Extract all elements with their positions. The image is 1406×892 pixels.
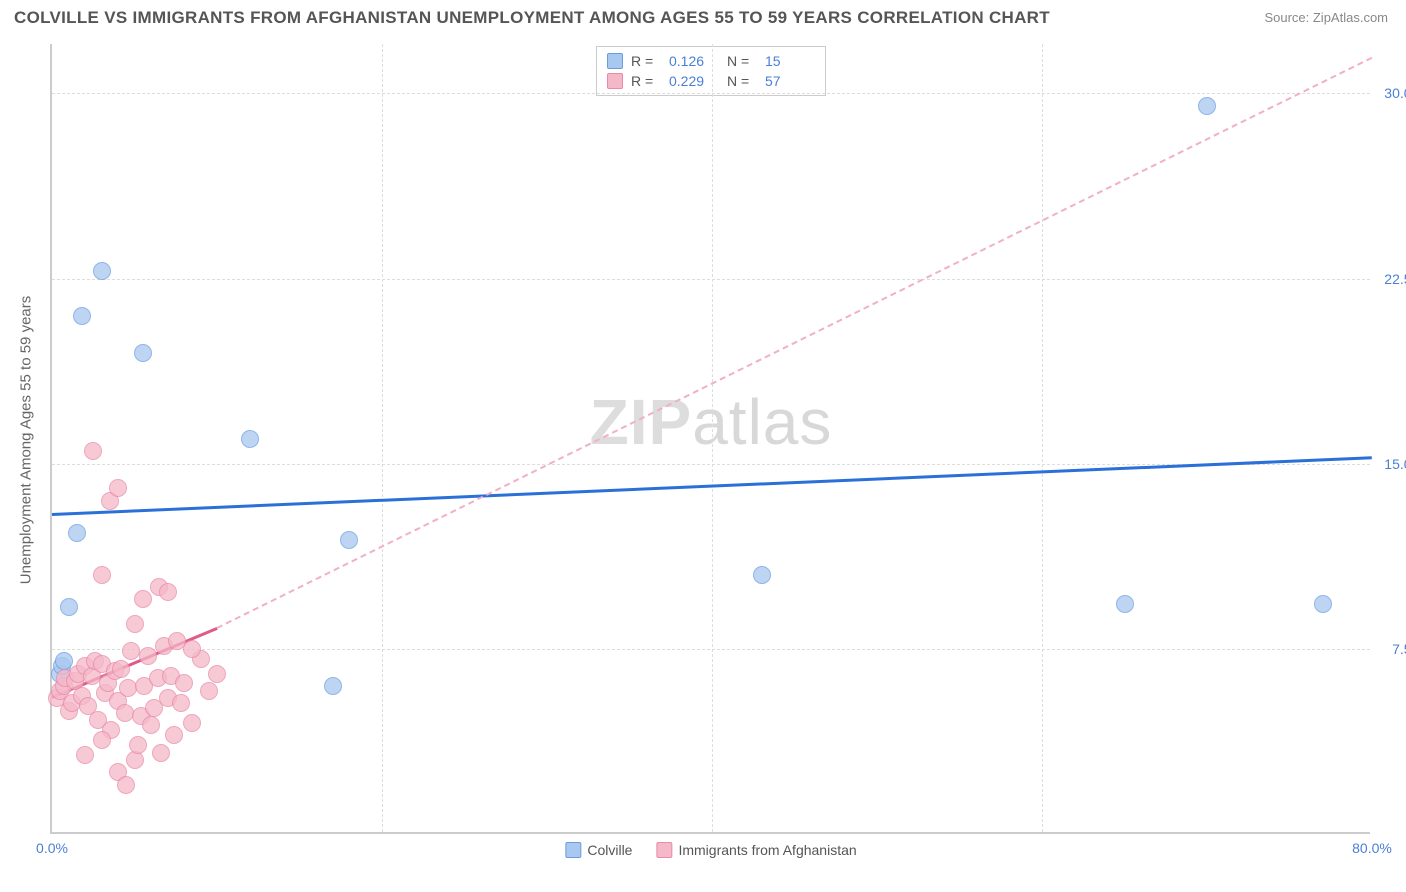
data-point [1314,595,1332,613]
watermark-thin: atlas [692,386,832,458]
legend-row-pink: R = 0.229 N = 57 [607,71,815,91]
data-point [55,652,73,670]
data-point [134,344,152,362]
y-tick-label: 22.5% [1384,271,1406,287]
data-point [93,731,111,749]
data-point [84,442,102,460]
data-point [122,642,140,660]
chart-title: COLVILLE VS IMMIGRANTS FROM AFGHANISTAN … [14,8,1050,28]
gridline-v [1042,44,1043,832]
legend-n-value-blue: 15 [765,53,815,69]
legend-item-afghanistan: Immigrants from Afghanistan [656,842,856,858]
data-point [753,566,771,584]
data-point [324,677,342,695]
data-point [183,640,201,658]
gridline-h [52,93,1370,94]
data-point [117,776,135,794]
correlation-legend: R = 0.126 N = 15 R = 0.229 N = 57 [596,46,826,96]
legend-n-value-pink: 57 [765,73,815,89]
data-point [73,307,91,325]
data-point [241,430,259,448]
x-tick-label: 0.0% [36,840,68,856]
data-point [134,590,152,608]
x-tick-label: 80.0% [1352,840,1392,856]
gridline-v [712,44,713,832]
legend-r-label: R = [631,53,661,69]
legend-item-colville: Colville [565,842,632,858]
legend-row-blue: R = 0.126 N = 15 [607,51,815,71]
data-point [340,531,358,549]
legend-swatch-blue [607,53,623,69]
data-point [93,262,111,280]
legend-n-label: N = [727,73,757,89]
data-point [119,679,137,697]
data-point [60,598,78,616]
y-tick-label: 7.5% [1392,641,1406,657]
data-point [76,746,94,764]
data-point [68,524,86,542]
series-legend: Colville Immigrants from Afghanistan [565,842,856,858]
legend-swatch-blue [565,842,581,858]
data-point [126,615,144,633]
legend-n-label: N = [727,53,757,69]
watermark-bold: ZIP [590,386,693,458]
legend-label-colville: Colville [587,842,632,858]
trend-line [217,56,1373,628]
gridline-v [382,44,383,832]
y-tick-label: 15.0% [1384,456,1406,472]
data-point [93,566,111,584]
plot-area: ZIPatlas R = 0.126 N = 15 R = 0.229 N = … [50,44,1370,834]
data-point [165,726,183,744]
data-point [129,736,147,754]
data-point [142,716,160,734]
gridline-h [52,649,1370,650]
legend-swatch-pink [656,842,672,858]
data-point [200,682,218,700]
y-tick-label: 30.0% [1384,85,1406,101]
data-point [175,674,193,692]
legend-label-afghanistan: Immigrants from Afghanistan [678,842,856,858]
data-point [152,744,170,762]
gridline-h [52,279,1370,280]
y-axis-label: Unemployment Among Ages 55 to 59 years [18,296,35,585]
data-point [109,479,127,497]
source-label: Source: ZipAtlas.com [1264,10,1388,25]
data-point [112,660,130,678]
data-point [183,714,201,732]
legend-r-label: R = [631,73,661,89]
data-point [139,647,157,665]
data-point [1198,97,1216,115]
watermark: ZIPatlas [590,385,833,459]
data-point [159,583,177,601]
data-point [172,694,190,712]
data-point [1116,595,1134,613]
data-point [208,665,226,683]
data-point [116,704,134,722]
legend-swatch-pink [607,73,623,89]
